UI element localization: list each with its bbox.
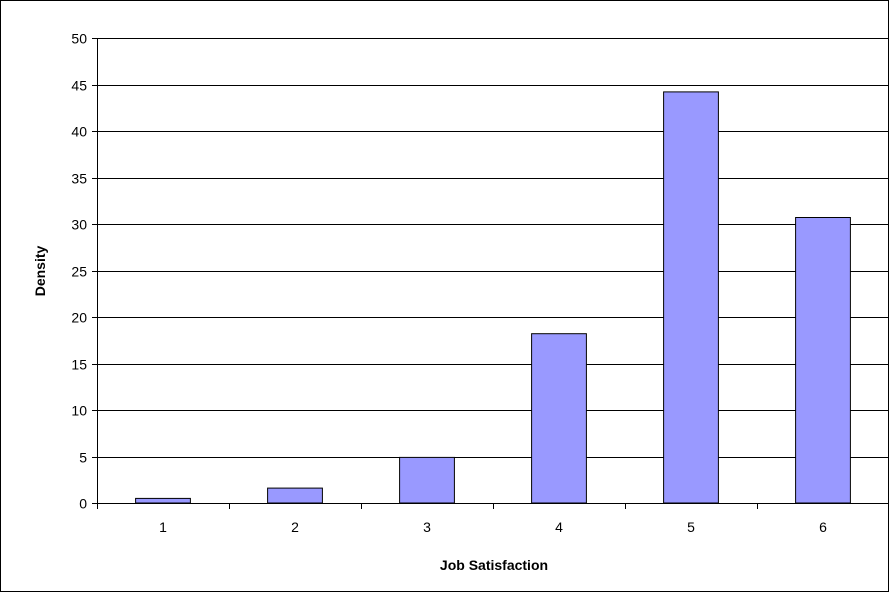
axes bbox=[92, 38, 889, 509]
y-tick-label: 40 bbox=[71, 124, 87, 140]
y-tick-labels: 0 5 10 15 20 25 30 35 40 45 50 bbox=[71, 31, 87, 512]
x-tick-label: 1 bbox=[159, 519, 167, 535]
y-tick-label: 30 bbox=[71, 217, 87, 233]
y-tick-label: 5 bbox=[79, 450, 87, 466]
bar-3 bbox=[399, 456, 455, 504]
y-tick-label: 35 bbox=[71, 171, 87, 187]
x-tick-label: 3 bbox=[423, 519, 431, 535]
bar-5 bbox=[663, 91, 719, 504]
bar-1 bbox=[135, 497, 191, 504]
bars bbox=[135, 91, 851, 504]
x-tick-label: 5 bbox=[687, 519, 695, 535]
y-tick-label: 0 bbox=[79, 496, 87, 512]
y-tick-label: 25 bbox=[71, 264, 87, 280]
y-tick-label: 10 bbox=[71, 403, 87, 419]
x-tick-labels: 1 2 3 4 5 6 bbox=[159, 519, 827, 535]
x-tick-label: 2 bbox=[291, 519, 299, 535]
y-tick-label: 20 bbox=[71, 310, 87, 326]
x-tick-label: 4 bbox=[555, 519, 563, 535]
bar-6 bbox=[795, 217, 851, 504]
y-tick-label: 50 bbox=[71, 31, 87, 47]
x-tick-label: 6 bbox=[819, 519, 827, 535]
x-axis-title: Job Satisfaction bbox=[440, 557, 548, 573]
y-tick-label: 15 bbox=[71, 357, 87, 373]
gridlines bbox=[97, 38, 889, 458]
y-axis-title: Density bbox=[32, 246, 48, 297]
bar-4 bbox=[531, 333, 587, 504]
bar-2 bbox=[267, 487, 323, 504]
y-tick-label: 45 bbox=[71, 78, 87, 94]
